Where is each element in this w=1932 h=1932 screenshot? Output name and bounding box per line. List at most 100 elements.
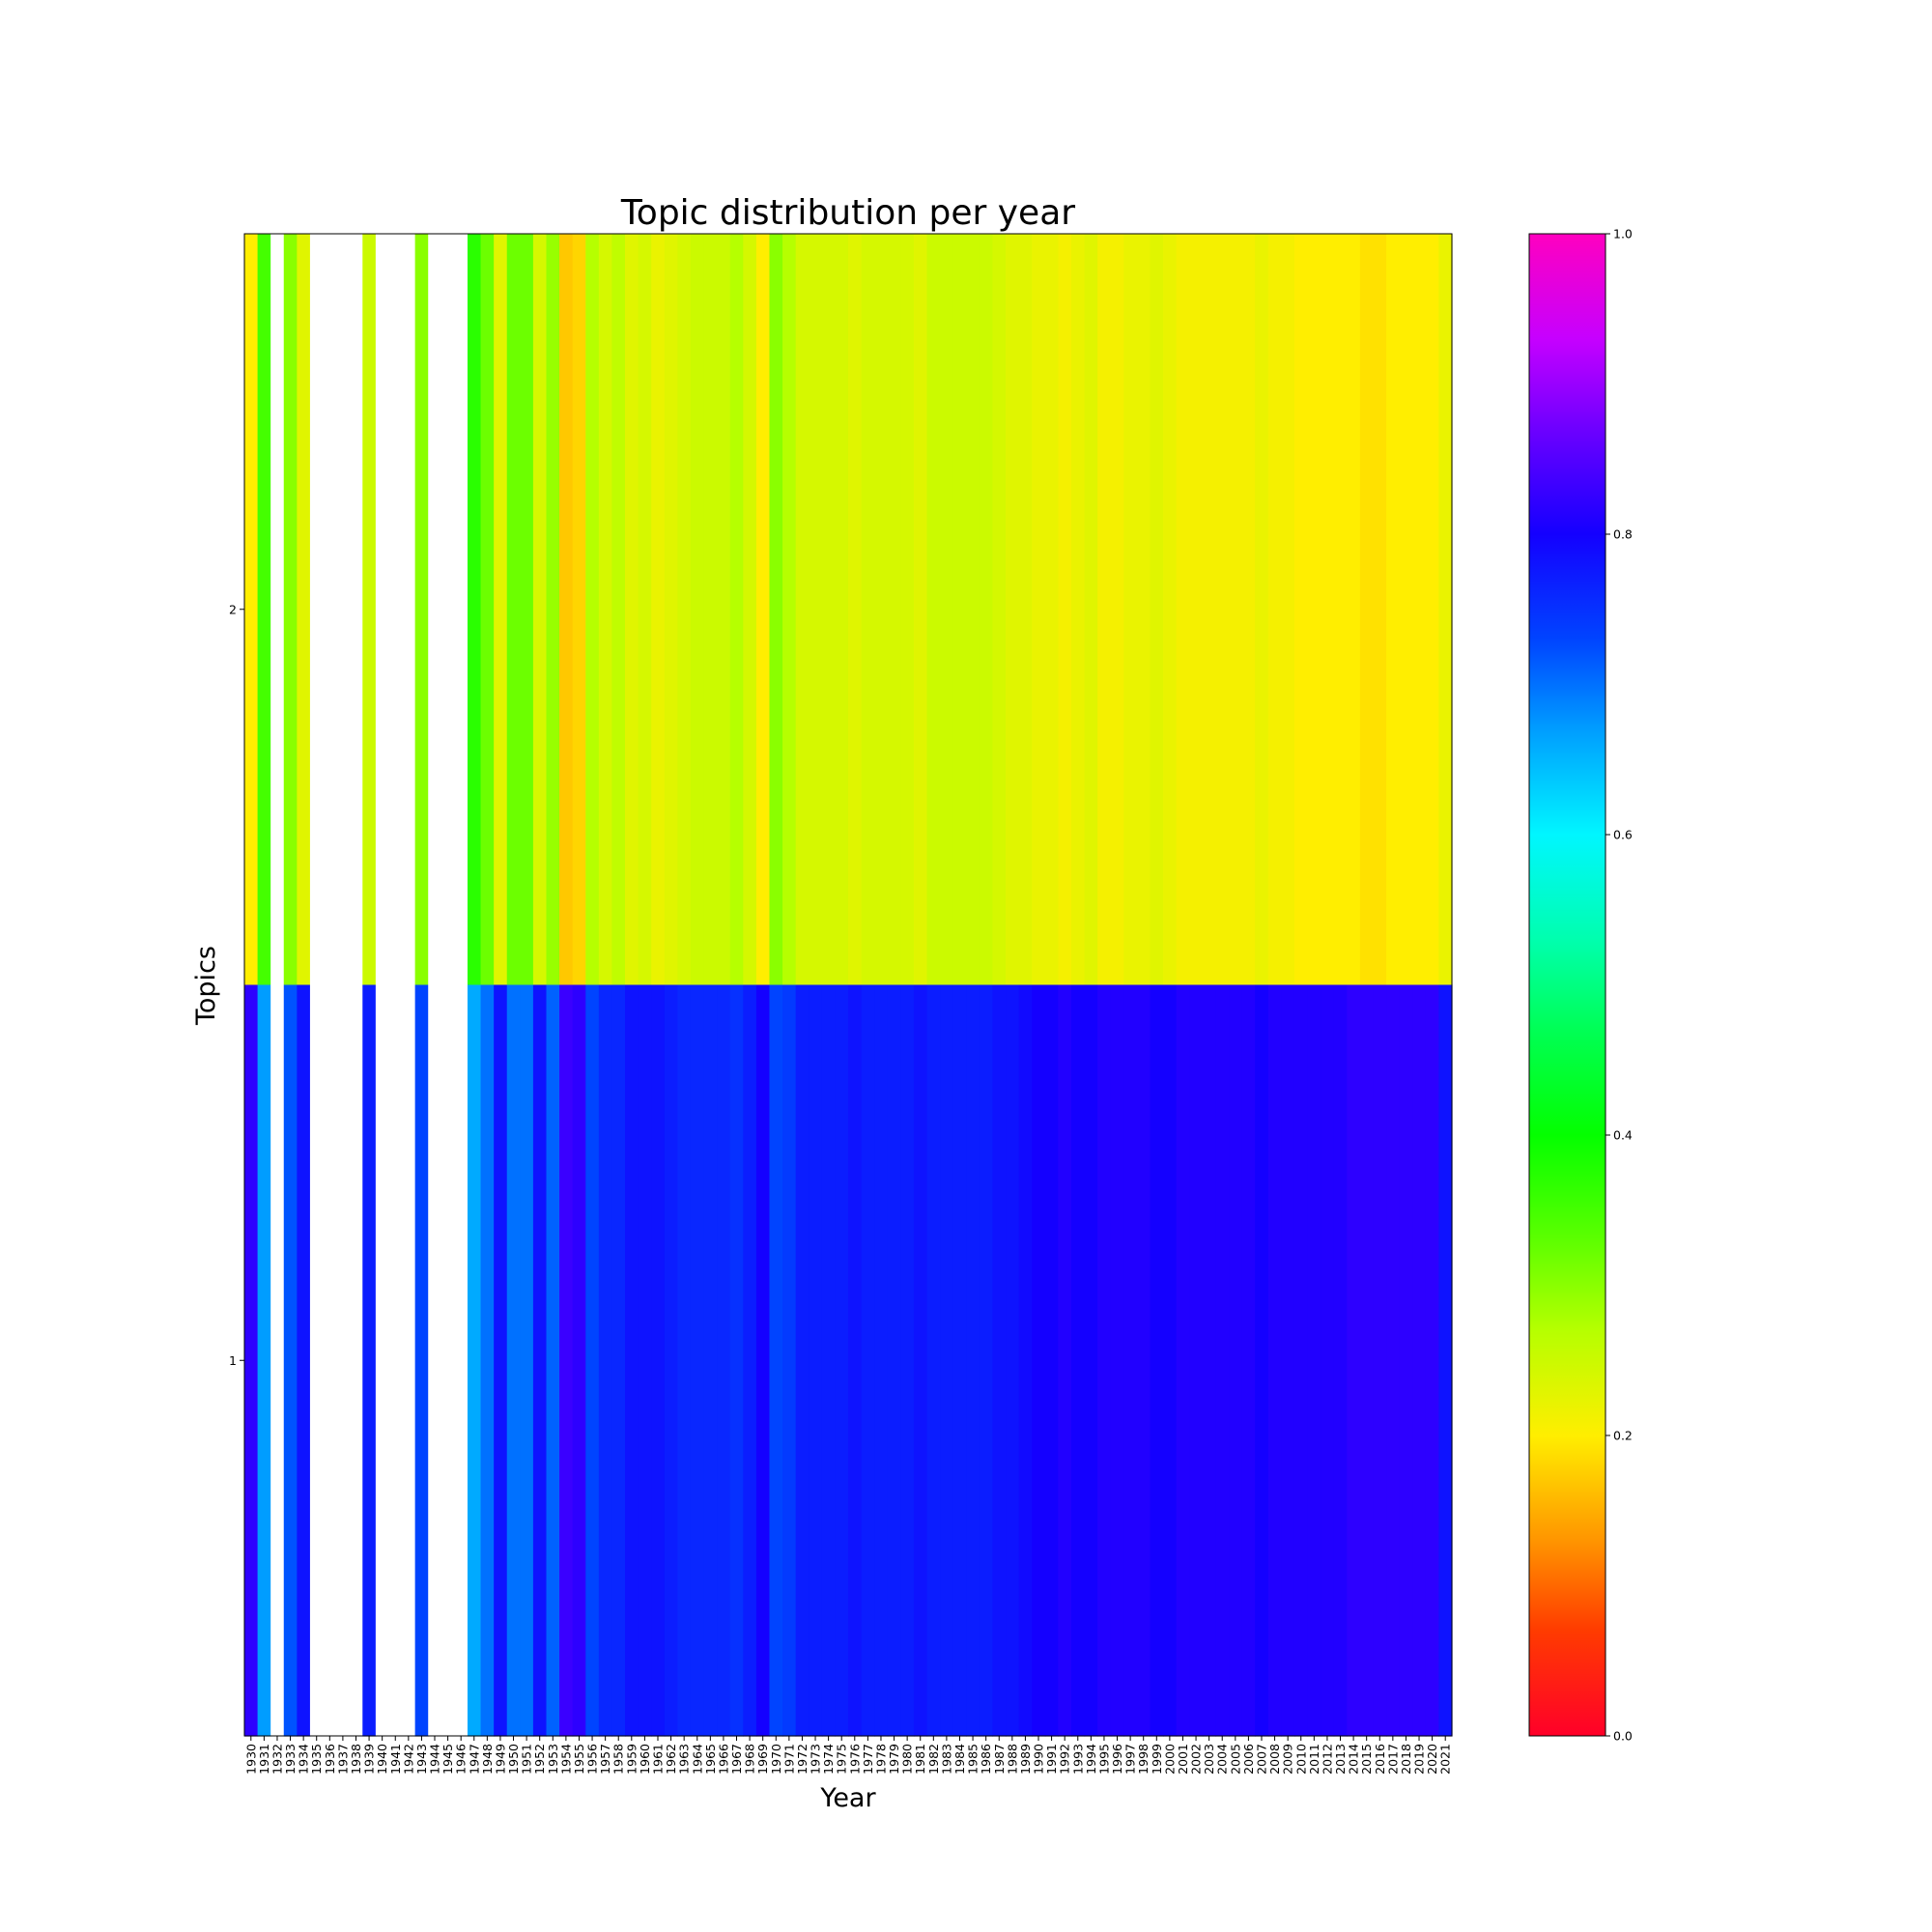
x-tick-label: 1992 xyxy=(1058,1744,1072,1775)
x-tick-label: 1973 xyxy=(809,1744,823,1775)
x-tick-label: 1962 xyxy=(664,1744,678,1775)
heatmap-cell xyxy=(900,234,915,986)
x-tick-label: 1947 xyxy=(467,1744,481,1775)
heatmap-cell xyxy=(1307,234,1321,986)
heatmap-cell xyxy=(795,234,810,986)
x-tick-label: 1963 xyxy=(677,1744,692,1775)
y-axis-ticks: 21 xyxy=(229,602,244,1368)
x-tick-label: 2000 xyxy=(1162,1744,1177,1775)
heatmap-cell xyxy=(1267,984,1282,1737)
x-tick-label: 1967 xyxy=(729,1744,744,1775)
heatmap-cell xyxy=(414,234,429,986)
heatmap-cell xyxy=(1189,984,1204,1737)
heatmap-cell xyxy=(520,984,534,1737)
heatmap-cell xyxy=(1373,984,1387,1737)
heatmap-cell xyxy=(887,984,901,1737)
heatmap-cell xyxy=(690,234,705,986)
heatmap-cell xyxy=(559,984,574,1737)
heatmap-cell xyxy=(1307,984,1321,1737)
x-tick-label: 2001 xyxy=(1176,1744,1190,1775)
heatmap-cell xyxy=(309,984,325,1737)
x-tick-label: 1970 xyxy=(769,1744,783,1775)
x-tick-label: 2015 xyxy=(1359,1744,1374,1775)
x-tick-label: 2013 xyxy=(1333,1744,1348,1775)
heatmap-cell xyxy=(494,984,508,1737)
heatmap-cell xyxy=(835,234,849,986)
heatmap-cell xyxy=(769,234,783,986)
heatmap-cell xyxy=(1321,234,1335,986)
heatmap-cell xyxy=(362,234,377,986)
colorbar-tick-label: 1.0 xyxy=(1613,227,1633,242)
heatmap-cell xyxy=(1438,984,1453,1737)
x-tick-label: 1931 xyxy=(257,1744,271,1775)
heatmap-cell xyxy=(520,234,534,986)
heatmap-cell xyxy=(454,984,469,1737)
x-tick-label: 1945 xyxy=(440,1744,455,1775)
heatmap-cell xyxy=(572,234,586,986)
heatmap-cell xyxy=(1058,984,1072,1737)
x-tick-label: 2017 xyxy=(1385,1744,1400,1775)
heatmap-cell xyxy=(270,234,285,986)
heatmap-cell xyxy=(388,984,403,1737)
heatmap-cell xyxy=(1018,234,1033,986)
x-axis-ticks: 1930193119321933193419351936193719381939… xyxy=(243,1736,1453,1775)
colorbar-tick-label: 0.6 xyxy=(1613,828,1633,842)
x-tick-label: 2011 xyxy=(1307,1744,1321,1775)
y-tick-label: 1 xyxy=(229,1353,237,1368)
heatmap-cell xyxy=(440,234,455,986)
heatmap-cell xyxy=(532,234,548,986)
x-tick-label: 2003 xyxy=(1202,1744,1216,1775)
heatmap-cell xyxy=(1215,984,1230,1737)
x-tick-label: 2019 xyxy=(1412,1744,1427,1775)
x-tick-label: 1930 xyxy=(243,1744,258,1775)
heatmap-cell xyxy=(729,234,744,986)
x-tick-label: 1965 xyxy=(703,1744,718,1775)
heatmap-cell xyxy=(821,234,837,986)
x-tick-label: 1960 xyxy=(638,1744,652,1775)
x-tick-label: 1977 xyxy=(861,1744,875,1775)
heatmap-cell xyxy=(795,984,810,1737)
x-tick-label: 1954 xyxy=(558,1744,573,1775)
x-tick-label: 2021 xyxy=(1438,1744,1453,1775)
x-tick-label: 2012 xyxy=(1320,1744,1334,1775)
heatmap-cell xyxy=(1176,984,1190,1737)
heatmap-cell xyxy=(467,234,482,986)
heatmap-cell xyxy=(349,234,363,986)
heatmap-cell xyxy=(283,234,298,986)
x-tick-label: 1964 xyxy=(690,1744,704,1775)
x-tick-label: 2014 xyxy=(1347,1744,1361,1775)
x-tick-label: 1996 xyxy=(1110,1744,1124,1775)
heatmap-cell xyxy=(755,984,771,1737)
chart-title: Topic distribution per year xyxy=(620,193,1075,233)
colorbar-tick-label: 0.4 xyxy=(1613,1128,1633,1143)
heatmap-cell xyxy=(297,984,311,1737)
heatmap-cell xyxy=(1006,984,1020,1737)
x-axis-title: Year xyxy=(819,1783,876,1813)
heatmap-cell xyxy=(1202,234,1217,986)
heatmap-cell xyxy=(402,984,416,1737)
x-tick-label: 1972 xyxy=(795,1744,810,1775)
heatmap-cell xyxy=(598,984,613,1737)
heatmap-cell xyxy=(1044,984,1059,1737)
heatmap-cell xyxy=(1321,984,1335,1737)
x-tick-label: 1940 xyxy=(375,1744,389,1775)
heatmap-cell xyxy=(598,234,613,986)
heatmap-cell xyxy=(1018,984,1033,1737)
heatmap-cell xyxy=(625,234,639,986)
heatmap-cell xyxy=(992,984,1007,1737)
x-tick-label: 2002 xyxy=(1189,1744,1204,1775)
x-tick-label: 1957 xyxy=(598,1744,612,1775)
x-tick-label: 1978 xyxy=(873,1744,888,1775)
heatmap-cell xyxy=(809,234,823,986)
x-tick-label: 2005 xyxy=(1228,1744,1242,1775)
heatmap-cell xyxy=(257,984,271,1737)
x-tick-label: 2020 xyxy=(1425,1744,1439,1775)
heatmap-cell xyxy=(297,234,311,986)
x-tick-label: 1953 xyxy=(546,1744,560,1775)
x-tick-label: 1941 xyxy=(388,1744,403,1775)
heatmap-cell xyxy=(375,984,390,1737)
heatmap-cell xyxy=(349,984,363,1737)
heatmap-cell xyxy=(782,984,797,1737)
x-tick-label: 1993 xyxy=(1070,1744,1085,1775)
heatmap-cell xyxy=(1255,234,1269,986)
